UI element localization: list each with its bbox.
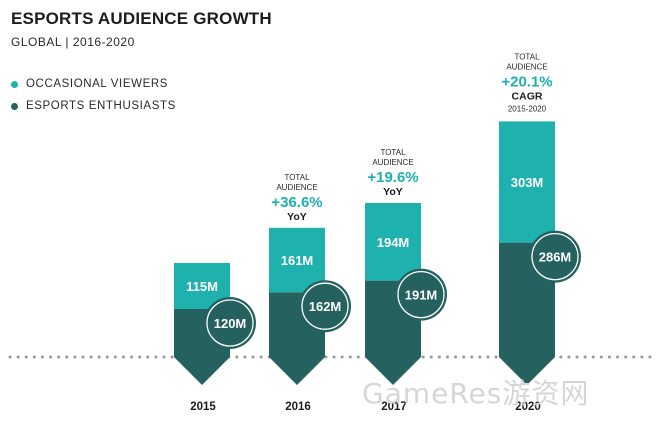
annotation-metric-2016: YoY [287, 211, 307, 223]
annotation-label-2020-1: AUDIENCE [506, 62, 547, 71]
value-label-occasional-2015: 115M [186, 279, 218, 294]
badge-ring-2015 [206, 299, 254, 347]
badge-ring-2017 [397, 270, 445, 319]
badge-ring-2016 [301, 282, 349, 330]
value-label-enthusiasts-2016: 162M [309, 299, 342, 314]
bar-occasional-2016 [269, 227, 325, 293]
legend-item-occasional: OCCASIONAL VIEWERS [11, 78, 168, 90]
annotation-value-2020: +20.1% [501, 73, 552, 90]
annotation-metric-2020: CAGR [512, 90, 543, 102]
value-label-occasional-2017: 194M [377, 235, 410, 250]
year-label-2020: 2020 [515, 401, 541, 413]
annotation-sub-2020: 2015-2020 [508, 104, 547, 113]
value-label-enthusiasts-2017: 191M [405, 288, 438, 303]
value-label-enthusiasts-2015: 120M [214, 316, 247, 331]
annotation-label-2017-1: AUDIENCE [372, 158, 413, 167]
legend-swatch-occasional [11, 80, 18, 88]
year-label-2016: 2016 [285, 401, 311, 413]
bar-occasional-2020 [499, 121, 555, 243]
badge-ring-2020 [531, 232, 579, 281]
chart-subtitle: GLOBAL | 2016-2020 [11, 35, 135, 49]
legend-label-occasional: OCCASIONAL VIEWERS [26, 78, 169, 90]
annotation-label-2016-0: TOTAL [284, 173, 310, 182]
year-label-2017: 2017 [381, 401, 407, 413]
year-label-2015: 2015 [190, 401, 216, 413]
value-label-occasional-2016: 161M [281, 253, 314, 268]
annotation-value-2016: +36.6% [271, 194, 322, 211]
annotation-label-2016-1: AUDIENCE [276, 183, 317, 192]
bar-occasional-2017 [365, 203, 421, 281]
annotation-label-2020-0: TOTAL [514, 52, 540, 61]
annotation-value-2017: +19.6% [367, 169, 418, 186]
chart-title: ESPORTS AUDIENCE GROWTH [11, 9, 272, 28]
annotation-metric-2017: YoY [383, 186, 403, 198]
legend-item-enthusiasts: ESPORTS ENTHUSIASTS [11, 100, 176, 112]
watermark: GameRes游资网 [362, 377, 590, 410]
value-label-occasional-2020: 303M [511, 175, 544, 190]
annotation-label-2017-0: TOTAL [380, 148, 406, 157]
legend-label-enthusiasts: ESPORTS ENTHUSIASTS [26, 100, 176, 112]
value-label-enthusiasts-2020: 286M [539, 250, 572, 265]
legend-swatch-enthusiasts [11, 102, 18, 110]
